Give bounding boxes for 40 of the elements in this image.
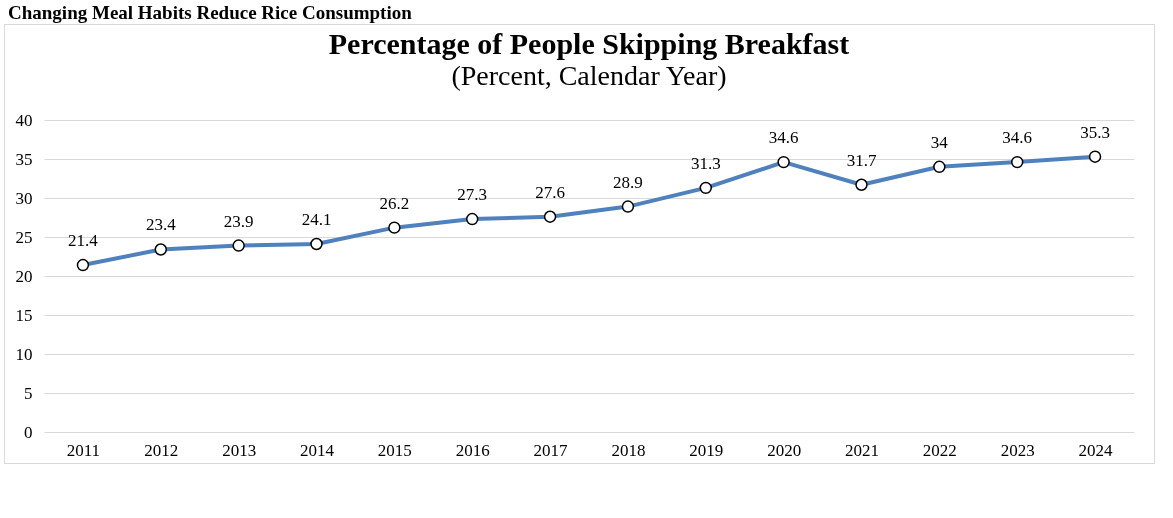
data-label: 27.6 [535,182,565,202]
x-tick-label: 2011 [66,440,101,460]
x-tick-label: 2022 [922,440,957,460]
x-tick-label: 2019 [689,440,724,460]
x-tick-label: 2018 [611,440,646,460]
chart-subtitle: (Percent, Calendar Year) [451,60,727,91]
x-tick-label: 2012 [144,440,179,460]
x-tick-label: 2015 [377,440,412,460]
x-tick-label: 2014 [300,440,335,460]
y-tick-label: 35 [15,149,33,169]
data-label: 23.9 [223,211,254,231]
data-label: 34 [930,132,949,152]
x-tick-label: 2023 [1000,440,1035,460]
data-label: 27.3 [457,185,488,205]
data-label: 24.1 [301,210,332,230]
data-label: 35.3 [1080,122,1110,142]
y-tick-label: 15 [15,305,33,325]
data-label: 23.4 [145,215,177,235]
y-tick-label: 30 [15,188,33,208]
data-label: 34.6 [1002,128,1033,148]
y-tick-label: 10 [15,344,33,364]
y-tick-label: 40 [15,110,33,130]
x-tick-label: 2020 [767,440,802,460]
x-tick-label: 2024 [1078,440,1114,460]
data-label: 34.6 [768,128,799,148]
data-label: 31.3 [690,153,721,173]
chart-title: Percentage of People Skipping Breakfast [328,27,850,60]
x-tick-label: 2016 [455,440,490,460]
data-label: 26.2 [379,193,410,213]
data-label: 21.4 [68,231,99,251]
y-tick-label: 5 [24,383,33,403]
data-label: 31.7 [846,150,877,170]
y-tick-label: 25 [15,227,33,247]
data-label: 28.9 [613,172,643,192]
x-tick-label: 2017 [533,440,569,460]
x-tick-label: 2013 [222,440,257,460]
y-tick-label: 20 [15,266,33,286]
text: Changing Meal Habits Reduce Rice Consumption [7,1,413,24]
y-tick-label: 0 [24,422,33,442]
x-tick-label: 2021 [845,440,879,460]
